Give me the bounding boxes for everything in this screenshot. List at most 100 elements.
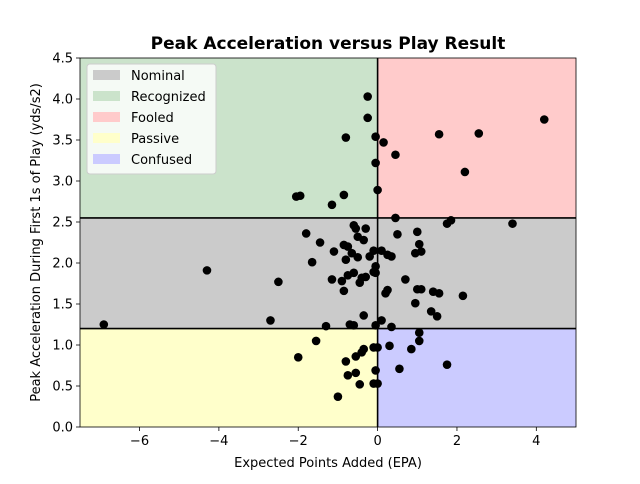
x-tick-label: 4 — [532, 434, 540, 449]
data-point — [363, 113, 372, 123]
data-point — [539, 115, 549, 124]
legend-swatch-confused — [93, 154, 120, 164]
data-point — [333, 392, 343, 401]
y-tick-label: 2.0 — [52, 257, 73, 272]
y-tick-label: 0.5 — [52, 380, 73, 395]
data-point — [401, 275, 410, 284]
data-point — [414, 239, 424, 249]
data-point — [341, 255, 351, 265]
data-point — [359, 344, 369, 354]
data-point — [458, 291, 468, 301]
data-point — [341, 357, 351, 366]
legend-swatch-recognized — [93, 91, 120, 101]
x-tick-label: −6 — [130, 434, 149, 449]
data-point — [407, 344, 416, 354]
data-point — [460, 167, 470, 177]
data-point — [293, 353, 303, 362]
data-point — [327, 200, 337, 210]
data-point — [355, 278, 365, 287]
y-tick-label: 1.0 — [52, 339, 73, 354]
data-point — [202, 266, 212, 275]
data-point — [315, 238, 325, 247]
legend-label-nominal: Nominal — [131, 69, 185, 84]
data-point — [347, 248, 357, 258]
data-point — [351, 224, 361, 233]
region-nominal — [80, 217, 576, 329]
data-point — [355, 380, 365, 389]
legend-label-fooled: Fooled — [131, 111, 174, 126]
legend-swatch-passive — [93, 133, 120, 143]
data-point — [414, 336, 424, 346]
y-tick-label: 2.5 — [52, 216, 73, 231]
data-point — [337, 276, 347, 286]
x-axis-label: Expected Points Added (EPA) — [234, 456, 422, 471]
legend-swatch-fooled — [93, 112, 120, 122]
data-point — [432, 312, 442, 321]
data-point — [345, 320, 355, 329]
data-point — [379, 138, 388, 147]
data-point — [412, 227, 422, 237]
chart-title: Peak Acceleration versus Play Result — [151, 34, 506, 54]
data-point — [434, 289, 444, 298]
region-confused — [377, 328, 576, 427]
data-point — [351, 368, 361, 378]
data-point — [434, 129, 444, 139]
data-point — [395, 364, 404, 374]
data-point — [363, 92, 372, 101]
x-tick-label: −2 — [289, 434, 308, 449]
data-point — [274, 277, 283, 287]
legend-label-recognized: Recognized — [131, 90, 206, 105]
legend: Nominal Recognized Fooled Passive Confused — [86, 63, 217, 175]
threshold-lines — [80, 58, 576, 427]
data-point — [371, 366, 380, 375]
region-layer — [80, 58, 576, 427]
y-tick-label: 3.5 — [52, 134, 73, 149]
y-tick-label: 1.5 — [52, 298, 73, 313]
data-point — [343, 271, 353, 280]
plot-frame — [79, 57, 577, 428]
y-tick-label: 4.0 — [52, 93, 73, 108]
data-point — [385, 341, 394, 351]
y-axis-label: Peak Acceleration During First 1s of Pla… — [29, 83, 44, 402]
data-point — [307, 257, 317, 267]
data-point — [391, 150, 400, 160]
data-point — [442, 360, 452, 369]
legend-label-passive: Passive — [131, 132, 179, 147]
x-tick-label: −4 — [209, 434, 228, 449]
data-point — [369, 246, 378, 255]
y-tick-label: 4.5 — [52, 52, 73, 67]
data-point — [339, 286, 349, 296]
data-point — [301, 229, 311, 238]
data-point — [410, 298, 420, 308]
data-point — [266, 316, 275, 325]
y-tick-label: 0.0 — [52, 421, 73, 436]
data-point — [311, 336, 321, 346]
region-passive — [80, 328, 378, 427]
data-point — [343, 371, 353, 380]
data-point — [508, 219, 517, 228]
data-point — [371, 158, 380, 168]
x-tick-label: 0 — [373, 434, 381, 449]
data-point — [416, 247, 426, 256]
region-fooled — [377, 58, 576, 218]
data-point — [359, 311, 369, 320]
data-point — [99, 320, 109, 329]
data-point — [416, 284, 426, 294]
legend-swatch-nominal — [93, 70, 120, 80]
data-point — [343, 242, 353, 251]
data-point — [369, 267, 378, 277]
y-axis-ticks: 0.0 0.5 1.0 1.5 2.0 2.5 3.0 3.5 4.0 4.5 — [52, 52, 80, 436]
points-layer — [99, 92, 549, 401]
x-tick-label: 2 — [453, 434, 461, 449]
data-point — [361, 224, 370, 233]
y-tick-label: 3.0 — [52, 175, 73, 190]
data-point — [377, 316, 386, 325]
x-axis-ticks: −6 −4 −2 0 2 4 — [130, 427, 540, 449]
data-point — [339, 190, 349, 200]
data-point — [341, 133, 351, 142]
data-point — [327, 275, 337, 284]
data-point — [387, 252, 396, 261]
data-point — [295, 191, 305, 201]
